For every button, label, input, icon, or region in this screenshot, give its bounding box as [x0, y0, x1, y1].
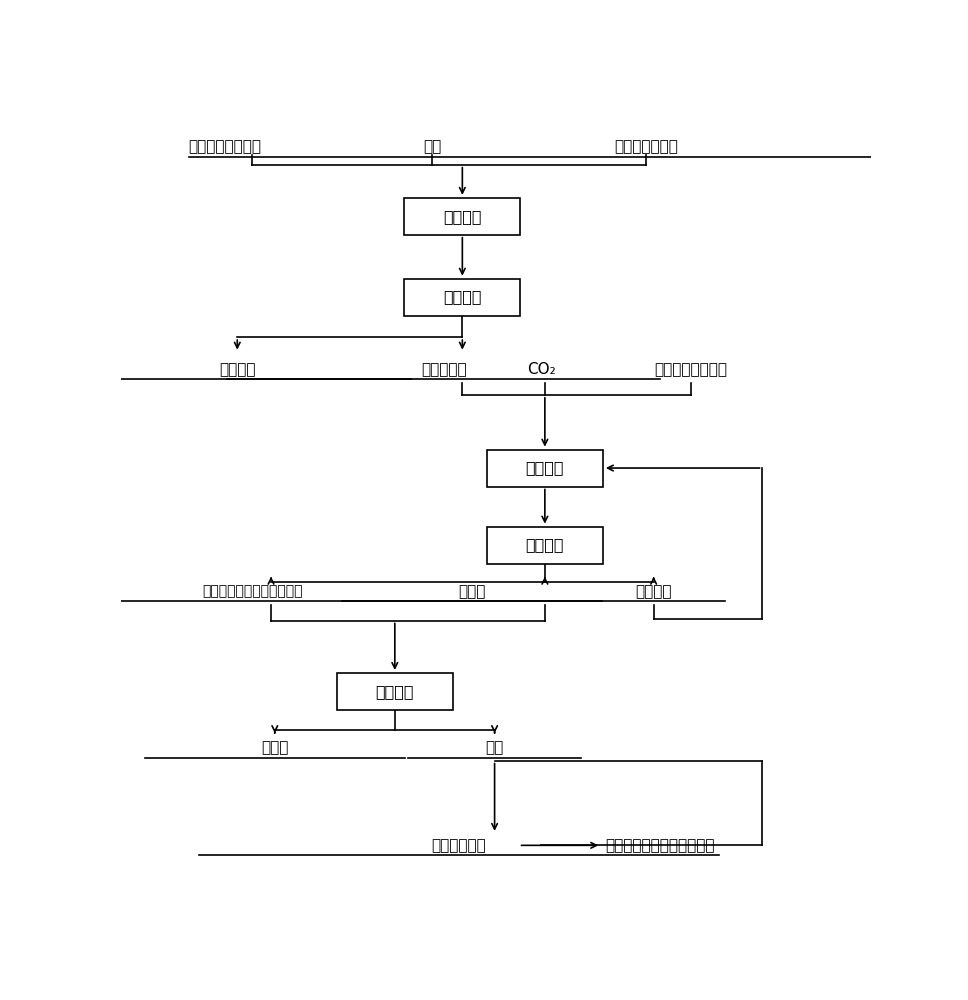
- Text: 碱法溶铝: 碱法溶铝: [376, 684, 414, 699]
- Text: 新型结构赤泥: 新型结构赤泥: [431, 838, 486, 853]
- Text: 石灰: 石灰: [423, 139, 441, 154]
- Bar: [405, 279, 521, 316]
- Text: 水或铝酸钠溶液: 水或铝酸钠溶液: [615, 139, 678, 154]
- Text: 赤泥: 赤泥: [486, 740, 503, 755]
- Text: 固液分离: 固液分离: [443, 290, 482, 305]
- Text: 清水或低浓度碱液: 清水或低浓度碱液: [654, 362, 728, 377]
- Text: 钙化转型: 钙化转型: [443, 209, 482, 224]
- Text: 水或碱液: 水或碱液: [635, 584, 672, 599]
- Text: 溶出液: 溶出液: [261, 740, 288, 755]
- Text: 碳化分解: 碳化分解: [526, 461, 564, 476]
- Text: CO₂: CO₂: [527, 362, 556, 377]
- Text: 固液分离: 固液分离: [526, 538, 564, 553]
- Text: 碳化渣: 碳化渣: [459, 584, 486, 599]
- Text: 含碱洗液: 含碱洗液: [219, 362, 256, 377]
- Text: 氢氧化钠溶液或铝酸钠溶液: 氢氧化钠溶液或铝酸钠溶液: [202, 584, 303, 598]
- Bar: [405, 198, 521, 235]
- Bar: [487, 450, 603, 487]
- Text: 用于水泥、建材或直接外排: 用于水泥、建材或直接外排: [605, 838, 714, 853]
- Text: 中低品位含铝物料: 中低品位含铝物料: [189, 139, 261, 154]
- Text: 钙化转型渣: 钙化转型渣: [421, 362, 467, 377]
- Bar: [337, 673, 453, 710]
- Bar: [487, 527, 603, 564]
